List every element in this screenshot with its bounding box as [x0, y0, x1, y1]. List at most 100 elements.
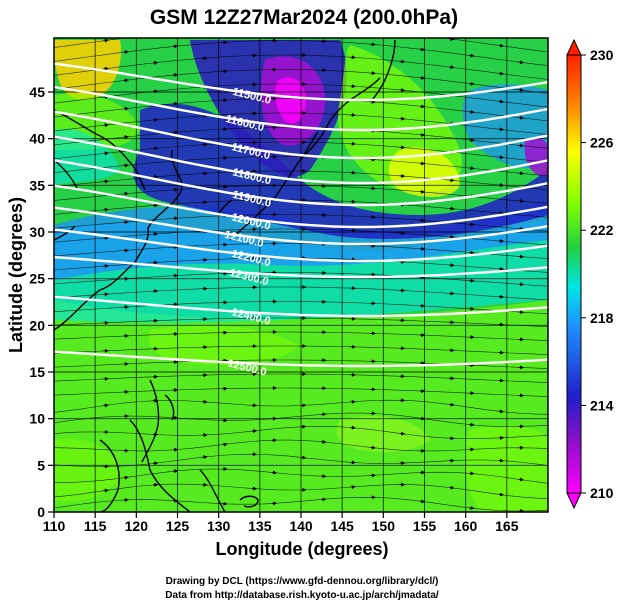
colorbar-tick-label: 230 — [590, 47, 614, 63]
y-tick-label: 35 — [29, 177, 45, 193]
height-contour — [54, 256, 548, 279]
streamline — [54, 214, 548, 232]
colorbar-tick-label: 214 — [590, 397, 614, 413]
wind-arrow — [469, 138, 475, 143]
coastline — [229, 131, 319, 241]
plot-area: 11500.011600.011700.011800.011900.012000… — [54, 34, 548, 512]
wind-arrow — [399, 59, 406, 64]
colorbar-tick-label: 210 — [590, 485, 614, 501]
coastlines — [54, 39, 396, 512]
wind-arrow — [103, 403, 109, 408]
x-tick-label: 165 — [495, 518, 519, 534]
wind-arrow — [123, 50, 129, 55]
wind-arrow — [399, 88, 406, 93]
wind-arrow — [123, 475, 129, 480]
wind-arrow — [123, 163, 129, 168]
wind-arrow — [419, 499, 426, 504]
wind-arrow — [419, 161, 426, 166]
chart-title: GSM 12Z27Mar2024 (200.0hPa) — [150, 6, 458, 29]
streamline — [54, 496, 548, 512]
colorbar-gradient — [566, 54, 582, 494]
y-tick-label: 20 — [29, 317, 45, 333]
height-contour — [54, 135, 548, 185]
coastline — [199, 469, 226, 512]
wind-arrow — [419, 47, 426, 52]
y-tick-label: 45 — [29, 84, 45, 100]
wind-arrow — [469, 505, 475, 510]
wind-arrow — [419, 416, 426, 421]
x-tick-label: 110 — [43, 518, 66, 534]
wind-arrow — [498, 492, 504, 497]
wind-arrow — [469, 53, 475, 58]
wind-arrow — [350, 425, 356, 430]
height-contour — [54, 206, 548, 246]
streamline — [54, 301, 548, 315]
x-tick-label: 140 — [289, 518, 313, 534]
streamline — [54, 331, 548, 341]
y-tick-label: 5 — [37, 457, 45, 473]
wind-arrow — [172, 44, 179, 49]
x-tick-label: 120 — [125, 518, 149, 534]
wind-arrow — [123, 135, 129, 140]
streamline — [54, 185, 548, 204]
wind-arrow — [399, 431, 406, 436]
x-axis-ticks: 110 115 120 125 130 135 140 145 150 155 160 165 — [43, 512, 519, 534]
coastline — [141, 379, 160, 463]
height-contour — [54, 184, 548, 229]
streamline — [54, 387, 548, 397]
x-axis-label: Longitude (degrees) — [215, 539, 388, 559]
colorbar-tick-label: 218 — [590, 310, 614, 326]
colorbar-tick-label: 226 — [590, 135, 614, 151]
wind-arrow — [103, 38, 109, 43]
wind-arrow — [399, 116, 406, 121]
credit-line-2: Data from http://database.rish.kyoto-u.a… — [165, 590, 439, 601]
wind-arrow — [498, 99, 504, 104]
wind-arrow — [271, 470, 277, 475]
wind-arrow — [419, 104, 426, 109]
wind-arrow — [449, 485, 455, 490]
streamline — [54, 69, 548, 94]
wind-arrow — [152, 146, 159, 151]
height-contour — [54, 110, 548, 160]
wind-arrow — [498, 155, 504, 160]
credit-line-1: Drawing by DCL (https://www.gfd-dennou.o… — [166, 576, 439, 587]
wind-arrow — [518, 143, 524, 148]
wind-arrow — [370, 445, 376, 450]
wind-arrow — [498, 183, 504, 188]
wind-streamlines — [54, 34, 548, 512]
coastline — [371, 39, 396, 101]
coastline — [54, 159, 79, 191]
coastline — [99, 439, 120, 512]
y-tick-label: 15 — [29, 364, 45, 380]
streamline — [54, 40, 548, 66]
wind-arrow — [103, 123, 109, 128]
x-tick-label: 135 — [248, 518, 272, 534]
temperature-region — [275, 77, 307, 124]
x-tick-label: 155 — [413, 518, 437, 534]
temperature-region — [148, 325, 300, 365]
wind-arrow — [320, 439, 327, 444]
wind-arrow — [449, 178, 455, 183]
height-contour — [54, 62, 548, 102]
coastline — [54, 149, 183, 331]
y-tick-label: 0 — [37, 504, 45, 520]
x-tick-label: 160 — [454, 518, 478, 534]
streamline — [54, 156, 548, 177]
wind-arrow — [103, 151, 109, 156]
y-axis-label: Latitude (degrees) — [6, 197, 26, 353]
wind-arrow — [153, 34, 158, 35]
height-contour — [54, 295, 548, 318]
coastline — [239, 495, 259, 508]
streamline — [54, 412, 548, 427]
wind-arrow — [449, 38, 455, 41]
wind-arrow — [469, 109, 475, 114]
wind-arrow — [518, 87, 524, 92]
colorbar: 210 214 218 222 226 230 — [566, 38, 614, 510]
wind-arrow — [518, 477, 524, 482]
streamline — [54, 38, 548, 53]
wind-arrow — [449, 206, 455, 211]
x-tick-label: 150 — [372, 518, 396, 534]
height-contour — [54, 159, 548, 207]
wind-arrow — [123, 106, 129, 111]
wind-arrow — [518, 171, 524, 176]
